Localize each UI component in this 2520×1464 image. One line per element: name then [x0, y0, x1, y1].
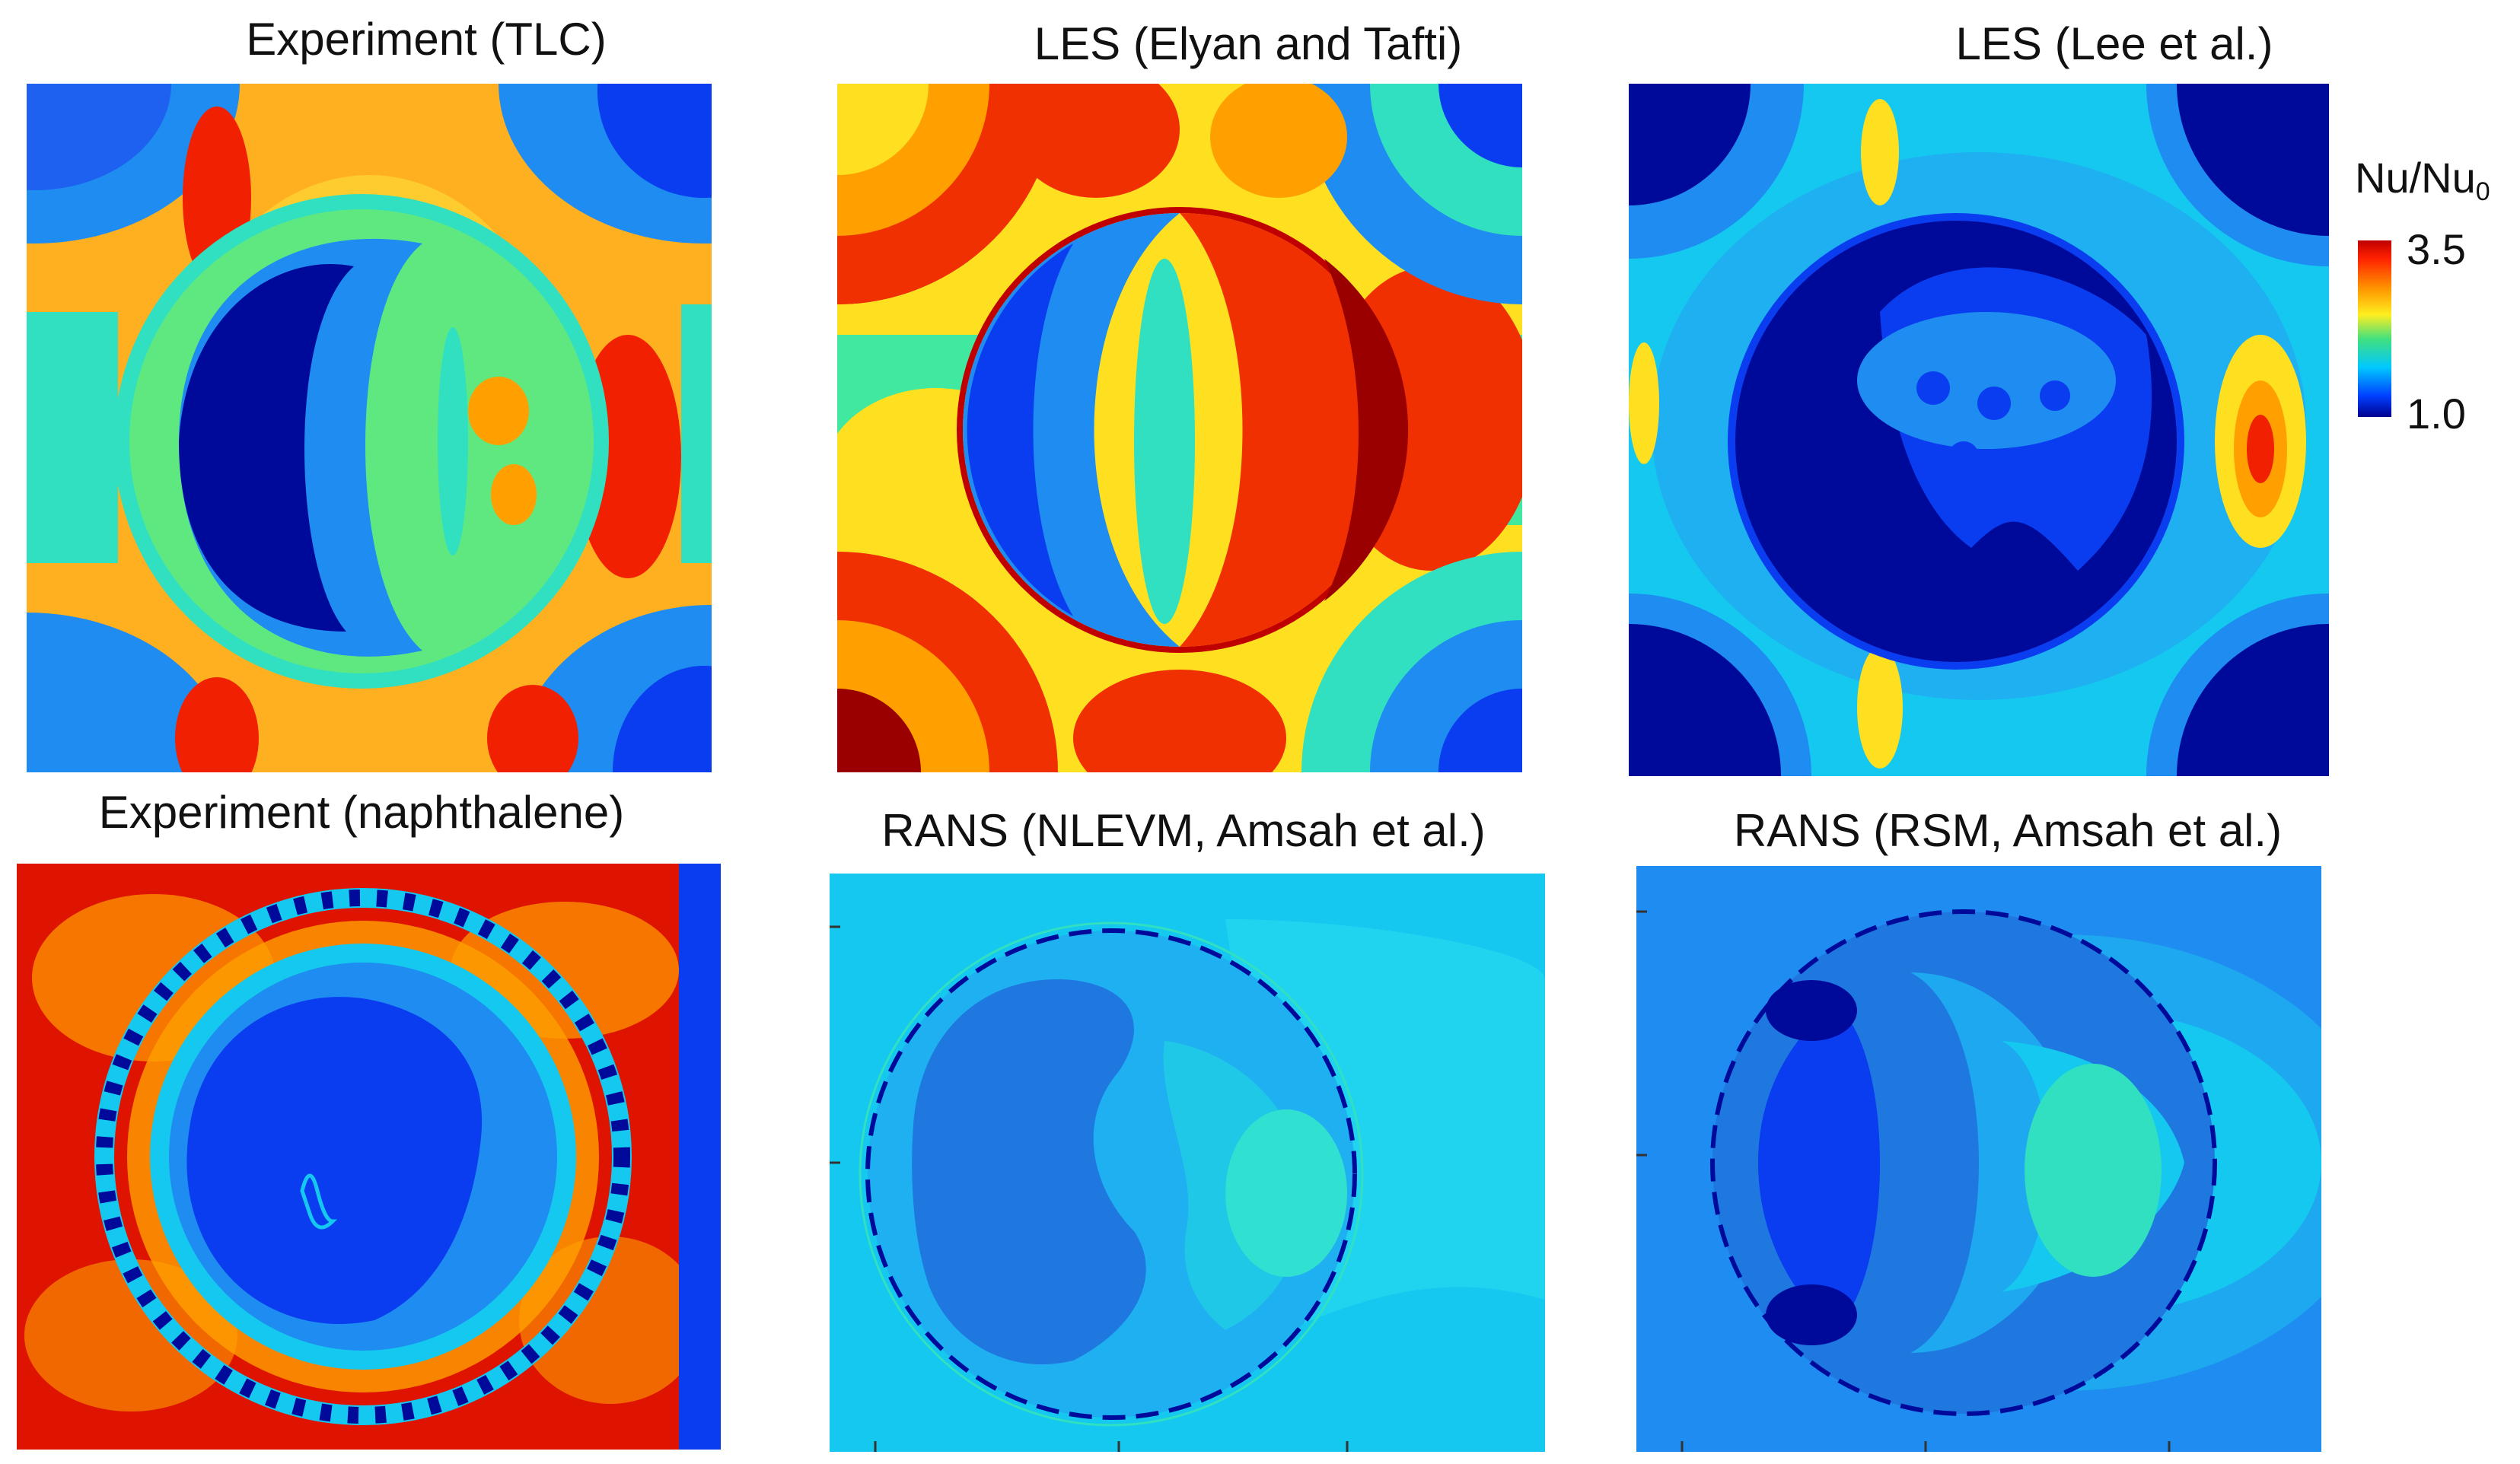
colorbar-min-label: 1.0: [2407, 390, 2466, 438]
contour-map-naphthalene: [17, 864, 721, 1450]
panel-title-les-elyan-tafti: LES (Elyan and Tafti): [1034, 18, 1463, 69]
contour-map-rans-nlevm: [830, 874, 1545, 1452]
panel-title-rans-rsm: RANS (RSM, Amsah et al.): [1733, 805, 2283, 856]
contour-map-les-elyan-tafti: [837, 84, 1522, 772]
panel-title-les-lee: LES (Lee et al.): [1955, 18, 2273, 69]
contour-map-les-lee: [1629, 84, 2329, 776]
panel-title-rans-nlevm: RANS (NLEVM, Amsah et al.): [881, 805, 1486, 856]
contour-map-rans-rsm: [1636, 866, 2321, 1452]
colorbar-title-main: Nu/Nu: [2355, 154, 2476, 202]
colorbar-title: Nu/Nu0: [2355, 157, 2490, 205]
panel-title-naphthalene: Experiment (naphthalene): [98, 787, 625, 838]
panel-title-tlc: Experiment (TLC): [246, 14, 607, 65]
contour-map-tlc: [27, 84, 712, 772]
colorbar: [2358, 240, 2391, 417]
colorbar-title-subscript: 0: [2475, 177, 2490, 206]
colorbar-max-label: 3.5: [2407, 225, 2466, 273]
